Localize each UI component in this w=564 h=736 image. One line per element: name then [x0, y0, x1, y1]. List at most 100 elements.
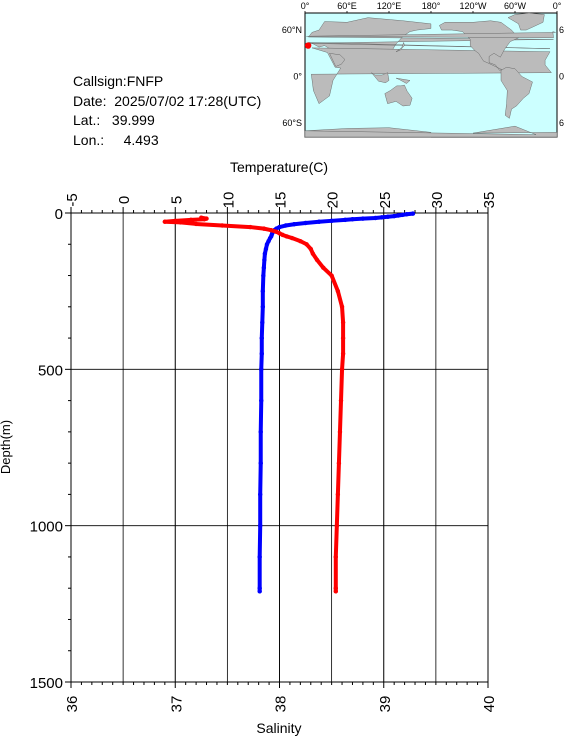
salinity-point — [333, 589, 338, 594]
depth-tick-label: 0 — [55, 206, 63, 223]
salinity-point — [321, 265, 326, 270]
temperature-point — [342, 217, 348, 223]
salinity-point — [193, 221, 199, 227]
salinity-point — [173, 218, 178, 224]
temperature-point — [258, 523, 263, 528]
salinity-point — [310, 251, 316, 256]
temperature-point — [259, 367, 264, 372]
land-shape — [304, 125, 558, 138]
land-shape — [371, 72, 390, 83]
salinity-point — [333, 554, 338, 560]
temperature-tick-label: 5 — [168, 196, 185, 204]
map-latitude-label: 0° — [559, 72, 564, 82]
map-longitude-label: 180° — [422, 1, 441, 11]
station-marker — [304, 42, 312, 49]
salinity-point — [304, 242, 309, 247]
temperature-point — [259, 351, 264, 356]
temperature-tick-label: 10 — [220, 192, 237, 209]
temperature-point — [263, 246, 269, 252]
salinity-tick-label: 36 — [64, 696, 81, 713]
temperature-tick-label: 20 — [325, 192, 342, 209]
temperature-point — [262, 251, 268, 256]
station-info: Callsign:FNFP Date: 2025/07/02 17:28(UTC… — [73, 72, 261, 150]
salinity-point — [339, 367, 345, 372]
temperature-point — [379, 215, 384, 220]
salinity-point — [335, 288, 341, 294]
salinity-point — [261, 226, 267, 231]
temperature-point — [264, 242, 270, 247]
plot-area: -5 0 5 10 15 20 25 30 35 36 37 38 39 40 050010001500… — [0, 159, 498, 736]
salinity-point — [202, 217, 207, 222]
temperature-point — [385, 214, 391, 219]
temperature-point — [259, 335, 264, 341]
salinity-point — [219, 223, 225, 228]
salinity-point — [308, 246, 313, 252]
temperature-axis-label: Temperature(C) — [230, 159, 328, 175]
salinity-point — [340, 320, 346, 325]
salinity-point — [298, 238, 303, 244]
map-longitude-label: 120°E — [377, 1, 402, 11]
temperature-tick-label: -5 — [64, 193, 81, 206]
temperature-point — [258, 429, 263, 435]
temperature-point — [400, 212, 405, 218]
temperature-tick-label: 15 — [273, 192, 290, 209]
latitude-text: Lat.: 39.999 — [73, 112, 155, 128]
temperature-point — [260, 320, 265, 325]
salinity-point — [340, 335, 346, 341]
temperature-point — [360, 216, 366, 221]
salinity-point — [162, 219, 168, 224]
temperature-point — [291, 222, 297, 227]
map-latitude-label: 0° — [293, 72, 302, 82]
salinity-tick-label: 37 — [168, 696, 185, 713]
salinity-point — [329, 273, 334, 278]
salinity-point — [333, 586, 338, 591]
salinity-series — [162, 215, 346, 594]
temperature-tick-label: 0 — [116, 196, 133, 204]
temperature-point — [262, 257, 267, 263]
salinity-point — [280, 232, 285, 238]
temperature-point — [350, 217, 355, 222]
land-shape — [500, 67, 533, 119]
salinity-axis-label: Salinity — [256, 720, 301, 736]
salinity-point — [284, 234, 289, 239]
land-shape — [306, 31, 556, 39]
map-latitude-label: 60°N — [559, 25, 564, 35]
temperature-point — [257, 554, 262, 560]
depth-tick-label: 1500 — [30, 675, 63, 692]
temperature-tick-label: 35 — [481, 192, 498, 209]
temperature-point — [259, 398, 264, 403]
salinity-point — [188, 217, 194, 223]
temperature-point — [303, 220, 308, 226]
depth-axis-label: Depth(m) — [0, 420, 13, 474]
salinity-point — [334, 523, 340, 528]
date-text: Date: 2025/07/02 17:28(UTC) — [73, 92, 262, 109]
temperature-series — [257, 211, 416, 594]
depth-tick-label: 1000 — [30, 519, 63, 536]
map-longitude-label: 0° — [553, 1, 562, 11]
temperature-point — [283, 223, 288, 228]
temperature-point — [396, 213, 401, 218]
depth-tick-label: 500 — [38, 362, 63, 379]
temperature-point — [257, 589, 262, 594]
land-shape — [384, 84, 413, 107]
callsign-text: Callsign:FNFP — [73, 73, 164, 89]
temperature-tick-label: 30 — [429, 192, 446, 209]
salinity-point — [248, 224, 253, 230]
temperature-point — [260, 304, 266, 309]
map-latitude-label: 60°S — [282, 118, 302, 128]
salinity-point — [268, 227, 274, 233]
salinity-point — [339, 304, 345, 309]
map-longitude-label: 0° — [301, 1, 310, 11]
salinity-point — [289, 235, 295, 241]
land-shape — [395, 77, 411, 84]
temperature-point — [404, 212, 409, 217]
salinity-point — [336, 460, 342, 466]
salinity-point — [335, 492, 341, 497]
temperature-point — [316, 219, 322, 224]
land-shape — [507, 12, 545, 31]
map-land — [304, 12, 558, 138]
salinity-tick-label: 38 — [273, 696, 290, 713]
map-longitude-label: 60°E — [337, 1, 357, 11]
temperature-point — [261, 273, 266, 278]
